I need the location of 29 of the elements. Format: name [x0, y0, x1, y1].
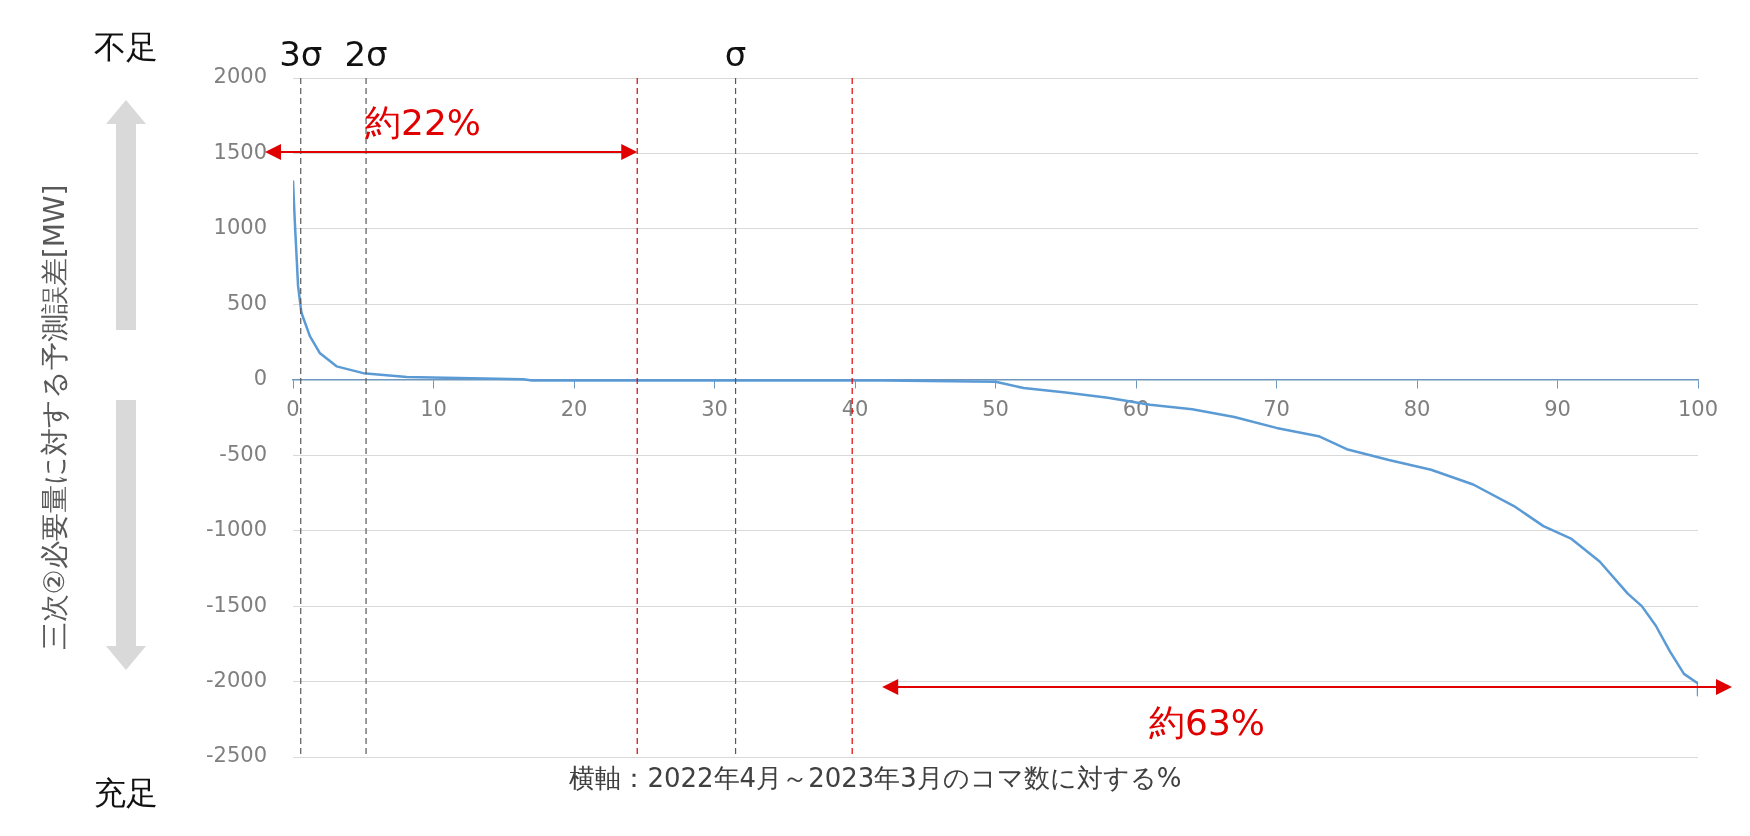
x-tick-label: 90 [1544, 396, 1571, 421]
x-tick-label: 100 [1677, 396, 1719, 421]
x-axis-title: 横軸：2022年4月～2023年3月のコマ数に対する% [569, 762, 1182, 793]
y-tick-label: -1500 [205, 592, 267, 617]
ref-line-label: σ [724, 33, 747, 74]
y-tick-label: 1000 [213, 215, 267, 240]
x-tick-label: 20 [560, 396, 588, 421]
annotation: 約63% [1148, 702, 1266, 744]
y-tick-label: 0 [253, 366, 267, 391]
y-tick-label: 1500 [213, 139, 267, 164]
y-tick-label: -2000 [205, 668, 267, 693]
annotation: 約22% [364, 102, 482, 144]
x-tick-label: 70 [1263, 396, 1290, 421]
y-tick-label: -1000 [205, 517, 267, 542]
ref-line-label: 2σ [344, 33, 388, 74]
y-tick-label: 2000 [213, 64, 267, 89]
y-tick-label: -2500 [205, 743, 267, 768]
x-tick-label: 40 [841, 396, 869, 421]
x-tick-label: 30 [701, 396, 728, 421]
text: 不足 [94, 28, 158, 67]
text: 充足 [94, 774, 158, 813]
y-tick-label: -500 [219, 441, 267, 466]
x-tick-label: 50 [982, 396, 1009, 421]
ref-line-label: 3σ [279, 33, 323, 74]
y-tick-label: 500 [226, 290, 267, 315]
x-tick-label: 10 [420, 396, 447, 421]
x-tick-label: 80 [1403, 396, 1431, 421]
x-tick-label: 0 [286, 396, 300, 421]
y-axis-title: 三次②必要量に対する予測誤差[MW] [38, 184, 72, 651]
